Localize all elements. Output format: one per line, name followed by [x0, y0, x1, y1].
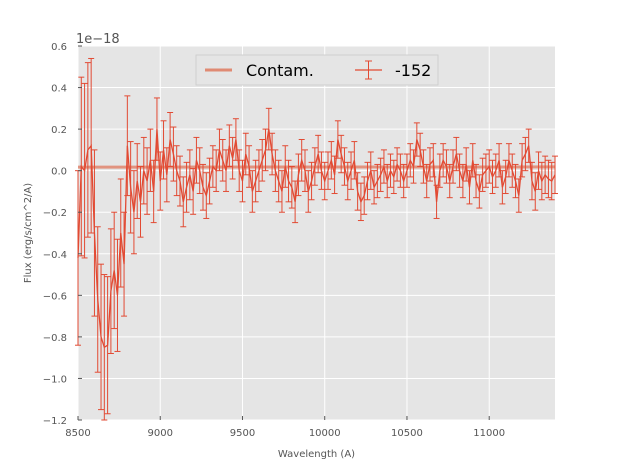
legend-entry-contam: Contam.: [246, 61, 314, 80]
y-axis-ticks: −1.2 −1.0 −0.8 −0.6 −0.4 −0.2 0.0 0.2 0.4 0.6: [43, 42, 82, 427]
grid: [77, 45, 555, 421]
errorbar-series: [75, 57, 558, 421]
y-tick-label-1: −1.0: [43, 374, 67, 385]
y-tick-label-4: −0.4: [43, 250, 67, 261]
x-tick-label-5: 11000: [473, 428, 505, 439]
legend-swatch-152: [355, 60, 382, 80]
series-152-line: [77, 129, 556, 349]
plot-background: [78, 46, 555, 420]
y-axis-label: Flux (erg/s/cm^2/A): [23, 183, 34, 283]
x-tick-label-0: 8500: [65, 428, 90, 439]
x-axis-ticks: 8500 9000 9500 10000 10500 11000: [65, 416, 505, 439]
x-tick-label-2: 9500: [230, 428, 255, 439]
y-tick-label-9: 0.6: [51, 42, 67, 53]
legend-entry-152: -152: [395, 61, 431, 80]
legend-box: [195, 54, 439, 86]
x-tick-label-3: 10000: [309, 428, 341, 439]
x-tick-label-4: 10500: [391, 428, 423, 439]
x-axis-label: Wavelength (A): [278, 449, 355, 460]
y-tick-label-7: 0.2: [51, 125, 67, 136]
y-tick-label-8: 0.4: [51, 84, 67, 95]
y-tick-label-5: −0.2: [43, 208, 67, 219]
y-tick-label-2: −0.8: [43, 333, 67, 344]
y-tick-label-6: 0.0: [51, 167, 67, 178]
legend: Contam. -152: [195, 54, 439, 86]
x-tick-label-1: 9000: [148, 428, 173, 439]
y-offset-label: 1e−18: [76, 32, 120, 47]
y-tick-label-3: −0.6: [43, 291, 67, 302]
y-tick-label-0: −1.2: [43, 416, 67, 427]
